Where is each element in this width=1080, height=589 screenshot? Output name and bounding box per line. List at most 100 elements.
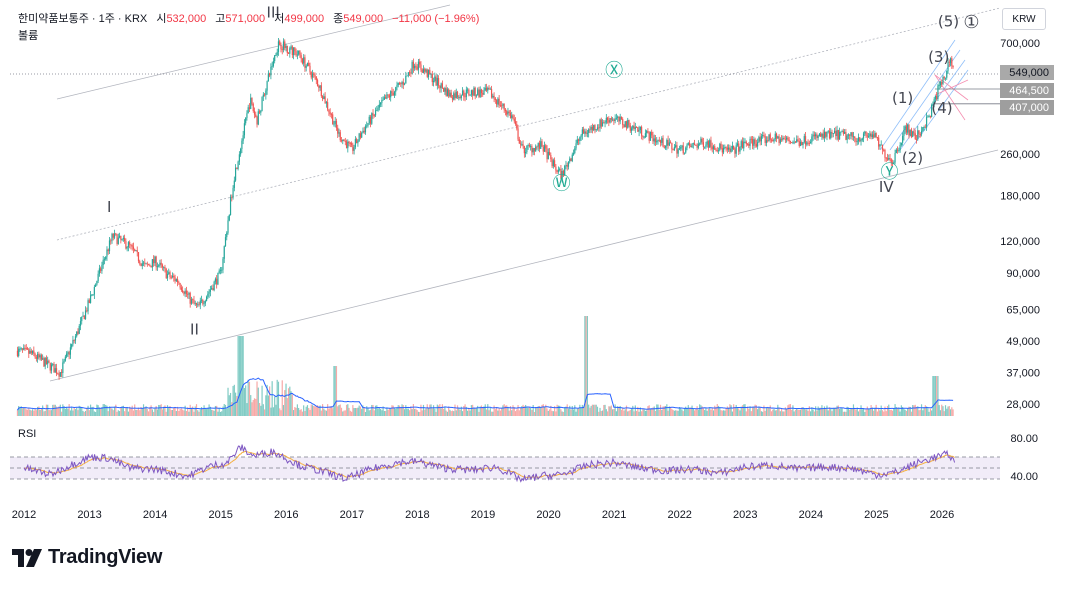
volume-bar <box>880 405 882 416</box>
candle-body <box>58 373 60 377</box>
volume-bar <box>784 407 786 416</box>
volume-bar <box>860 405 862 416</box>
price-tag-box <box>1000 65 1054 80</box>
volume-bar <box>390 408 392 416</box>
candle-body <box>523 146 525 154</box>
volume-bar <box>711 407 713 416</box>
candle-body <box>151 259 153 268</box>
volume-bar <box>627 411 629 416</box>
volume-bar <box>441 404 443 416</box>
candle-body <box>113 233 116 238</box>
volume-bar <box>337 406 339 416</box>
candle-body <box>919 134 921 135</box>
candle-body <box>676 145 678 154</box>
candle-body <box>931 105 933 117</box>
volume-bar <box>907 408 909 416</box>
candle-body <box>166 273 169 279</box>
volume-bar <box>536 407 538 416</box>
candle-body <box>154 256 156 264</box>
tradingview-logo[interactable]: TradingView <box>12 546 162 569</box>
volume-bar <box>850 407 852 416</box>
candle-body <box>153 259 155 264</box>
candle-body <box>398 82 401 84</box>
volume-bar <box>464 404 466 416</box>
candle-body <box>115 233 117 235</box>
candle-body <box>467 89 469 91</box>
candle-body <box>222 258 224 270</box>
candle-body <box>516 124 518 129</box>
x-tick-label: 2025 <box>864 509 888 521</box>
volume-bar <box>311 405 314 416</box>
candle-body <box>28 349 30 354</box>
candle-body <box>205 296 208 302</box>
candle-body <box>811 136 813 143</box>
volume-bar <box>610 405 612 416</box>
candle-body <box>787 137 789 140</box>
candle-body <box>571 154 573 162</box>
volume-bar <box>647 406 649 416</box>
candle-body <box>286 45 288 54</box>
volume-bar <box>846 406 848 416</box>
volume-bar <box>398 405 401 416</box>
volume-bar <box>342 411 344 416</box>
volume-bar <box>786 409 788 416</box>
y-tick-label: 90,000 <box>1006 268 1040 280</box>
candle-body <box>648 132 650 141</box>
volume-bar <box>719 407 721 416</box>
currency-button[interactable]: KRW <box>1002 8 1046 30</box>
candle-body <box>794 141 797 143</box>
candle-body <box>459 96 461 99</box>
volume-bar <box>224 404 227 416</box>
candle-body <box>527 145 529 146</box>
volume-bar <box>171 409 174 416</box>
volume-bar <box>55 406 58 416</box>
volume-bar <box>455 410 457 416</box>
candle-body <box>54 368 56 373</box>
candle-body <box>280 45 282 50</box>
volume-bar <box>16 410 19 416</box>
volume-bar <box>949 409 952 416</box>
candle-body <box>101 265 103 271</box>
candle-body <box>767 140 769 142</box>
volume-bar <box>859 409 861 416</box>
volume-bar <box>838 408 841 416</box>
candle-body <box>692 143 694 145</box>
volume-bar <box>118 411 121 416</box>
candle-body <box>849 134 851 136</box>
candle-body <box>126 247 128 249</box>
volume-bar <box>101 406 103 416</box>
candle-body <box>512 115 514 119</box>
volume-bar <box>659 404 662 416</box>
volume-bar <box>588 404 590 416</box>
volume-bar <box>417 411 420 416</box>
candle-body <box>362 130 364 133</box>
volume-bar <box>261 385 263 416</box>
volume-bar <box>415 408 417 416</box>
volume-bar <box>483 406 485 416</box>
volume-bar <box>891 410 894 416</box>
volume-bar <box>385 410 387 416</box>
candle-body <box>158 265 160 267</box>
candle-body <box>865 131 867 136</box>
candle-body <box>275 54 277 56</box>
candle-body <box>68 352 70 355</box>
volume-bar <box>66 407 68 416</box>
candle-body <box>72 340 74 345</box>
candle-body <box>807 142 809 144</box>
candle-body <box>316 80 319 86</box>
candle-body <box>251 97 253 104</box>
candle-body <box>716 150 718 152</box>
volume-bar <box>95 411 97 416</box>
volume-bar <box>608 406 610 416</box>
price-tag-label: 549,000 <box>1009 67 1049 79</box>
candle-body <box>422 68 425 73</box>
volume-bar <box>150 405 152 416</box>
candle-body <box>224 237 227 247</box>
volume-bar <box>743 404 745 416</box>
candle-body <box>55 368 58 374</box>
candle-body <box>236 167 238 169</box>
price-tag-box <box>1000 83 1054 98</box>
volume-bar <box>777 404 779 416</box>
candle-body <box>772 140 774 142</box>
